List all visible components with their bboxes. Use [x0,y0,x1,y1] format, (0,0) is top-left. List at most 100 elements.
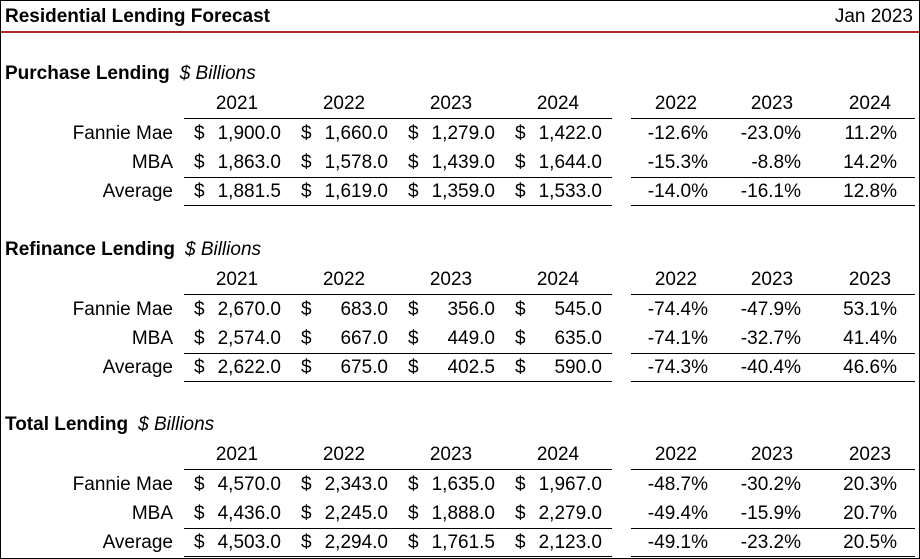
section-unit: $ Billions [179,63,256,84]
percent-change-cell: -74.4% [647,299,708,320]
amount-cell: 1,635.0 [431,474,495,495]
currency-symbol: $ [408,474,419,495]
row-label: Fannie Mae [72,299,173,320]
title-bar: Residential Lending Forecast Jan 2023 [1,1,919,33]
pct-year-header: 2022 [654,269,698,290]
bottom-rule [184,205,612,206]
percent-change-cell: 12.8% [843,181,897,202]
bottom-rule [631,205,915,206]
amount-cell: 1,660.0 [324,123,388,144]
currency-symbol: $ [194,532,205,553]
section-purchase-lending: Purchase Lending $ Billions 2021 2022 2023 20… [1,63,919,223]
percent-change-cell: 20.7% [843,503,897,524]
section-title-text: Purchase Lending [5,63,170,84]
year-header: 2022 [322,444,366,465]
amount-cell: 1,888.0 [431,503,495,524]
currency-symbol: $ [408,503,419,524]
percent-change-cell: -74.3% [647,357,708,378]
amount-cell: 2,279.0 [538,503,602,524]
year-header: 2022 [322,269,366,290]
section-refinance-lending: Refinance Lending $ Billions 2021 2022 2023 2… [1,239,919,399]
row-label: MBA [131,328,173,349]
currency-symbol: $ [301,532,312,553]
report-title: Residential Lending Forecast [5,6,270,27]
amount-cell: 2,670.0 [217,299,281,320]
report-date: Jan 2023 [834,6,913,27]
amount-cell: 1,578.0 [324,152,388,173]
bottom-rule [184,556,612,557]
currency-symbol: $ [515,474,526,495]
amount-cell: 545.0 [554,299,602,320]
currency-symbol: $ [194,152,205,173]
amount-cell: 356.0 [447,299,495,320]
currency-symbol: $ [301,123,312,144]
currency-symbol: $ [301,328,312,349]
section-unit: $ Billions [184,239,262,260]
amount-cell: 590.0 [554,357,602,378]
header-underline [631,469,915,470]
year-header: 2024 [536,444,580,465]
currency-symbol: $ [301,503,312,524]
percent-change-cell: -32.7% [740,328,801,349]
year-header: 2024 [536,269,580,290]
year-header: 2021 [215,269,259,290]
year-header: 2023 [429,93,473,114]
currency-symbol: $ [194,181,205,202]
amount-cell: 1,881.5 [217,181,281,202]
percent-change-cell: 53.1% [843,299,897,320]
pct-year-header: 2022 [654,444,698,465]
currency-symbol: $ [408,532,419,553]
percent-change-cell: -30.2% [740,474,801,495]
total-rule [631,177,915,178]
amount-cell: 2,245.0 [324,503,388,524]
row-label: Average [102,532,173,553]
amount-cell: 1,761.5 [431,532,495,553]
currency-symbol: $ [408,299,419,320]
total-rule [184,353,612,354]
total-rule [631,528,915,529]
percent-change-cell: 20.5% [843,532,897,553]
total-rule [631,353,915,354]
currency-symbol: $ [194,474,205,495]
percent-change-cell: -15.9% [740,503,801,524]
header-underline [184,294,612,295]
percent-change-cell: -8.8% [751,152,801,173]
currency-symbol: $ [194,328,205,349]
currency-symbol: $ [194,357,205,378]
currency-symbol: $ [408,123,419,144]
row-label: Average [102,181,173,202]
amount-cell: 2,574.0 [217,328,281,349]
amount-cell: 1,279.0 [431,123,495,144]
year-header: 2022 [322,93,366,114]
percent-change-cell: -14.0% [647,181,708,202]
bottom-rule [184,381,612,382]
amount-cell: 4,503.0 [217,532,281,553]
amount-cell: 667.0 [340,328,388,349]
currency-symbol: $ [515,503,526,524]
currency-symbol: $ [301,299,312,320]
pct-year-header: 2023 [750,269,794,290]
bottom-rule [631,381,915,382]
currency-symbol: $ [515,357,526,378]
currency-symbol: $ [301,357,312,378]
header-underline [631,118,915,119]
amount-cell: 1,967.0 [538,474,602,495]
pct-year-header: 2023 [750,444,794,465]
amount-cell: 1,644.0 [538,152,602,173]
amount-cell: 2,343.0 [324,474,388,495]
amount-cell: 683.0 [340,299,388,320]
currency-symbol: $ [194,299,205,320]
amount-cell: 1,533.0 [538,181,602,202]
currency-symbol: $ [301,474,312,495]
amount-cell: 449.0 [447,328,495,349]
year-header: 2024 [536,93,580,114]
section-title: Purchase Lending $ Billions [5,63,256,85]
total-rule [184,528,612,529]
header-underline [631,294,915,295]
percent-change-cell: -49.1% [647,532,708,553]
section-total-lending: Total Lending $ Billions 2021 2022 2023 2024 2… [1,414,919,558]
currency-symbol: $ [515,123,526,144]
currency-symbol: $ [194,123,205,144]
amount-cell: 2,123.0 [538,532,602,553]
